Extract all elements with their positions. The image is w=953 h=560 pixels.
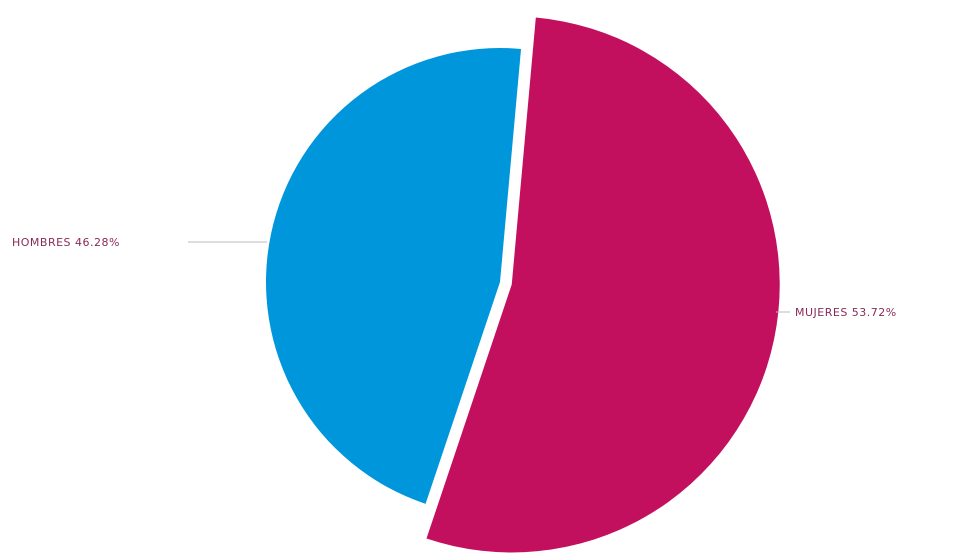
pie-slice-hombres bbox=[265, 48, 522, 504]
pie-slices bbox=[265, 17, 780, 553]
data-label-hombres: HOMBRES 46.28% bbox=[12, 236, 120, 249]
data-label-mujeres: MUJERES 53.72% bbox=[795, 306, 897, 319]
pie-slice-mujeres bbox=[426, 17, 780, 553]
pie-labels: HOMBRES 46.28% MUJERES 53.72% bbox=[12, 236, 897, 319]
